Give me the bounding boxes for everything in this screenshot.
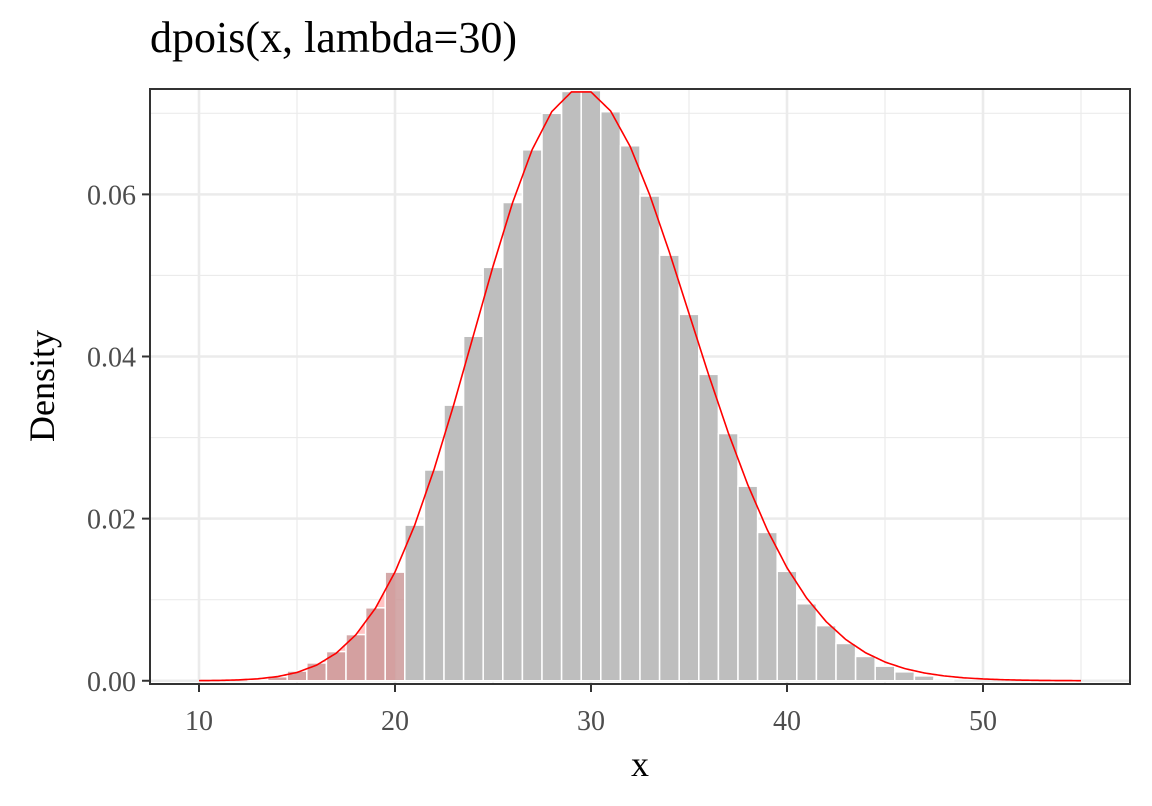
x-tick-label: 20: [381, 706, 409, 737]
histogram-bar: [325, 650, 347, 682]
y-axis-label: Density: [22, 330, 62, 442]
histogram-bar: [717, 432, 739, 682]
plot-panel-border: [149, 88, 1131, 685]
histogram-bar: [678, 313, 700, 682]
histogram-bar: [462, 335, 484, 682]
histogram-bar: [619, 144, 641, 682]
histogram-bar: [521, 149, 543, 682]
y-tick-label: 0.04: [87, 343, 136, 374]
histogram-bar: [658, 254, 680, 682]
x-tick-label: 40: [773, 706, 801, 737]
x-axis-label: x: [631, 744, 649, 784]
y-tick-label: 0.02: [87, 505, 136, 536]
histogram-bar: [423, 469, 445, 682]
histogram-bar: [815, 624, 837, 682]
histogram-bar: [404, 524, 426, 682]
histogram-bar: [384, 571, 406, 682]
histogram-bar: [894, 671, 916, 682]
curve-layer: [198, 91, 1082, 682]
bar-layer: [247, 89, 955, 682]
histogram-bar: [560, 90, 582, 682]
histogram-bar: [541, 112, 563, 682]
y-tick-label: 0.06: [87, 180, 136, 211]
histogram-bar: [835, 642, 857, 682]
x-tick-label: 50: [969, 706, 997, 737]
histogram-bar: [600, 110, 622, 682]
histogram-bar: [796, 602, 818, 682]
histogram-bar: [913, 675, 935, 682]
histogram-bar: [933, 678, 955, 682]
histogram-bar: [502, 201, 524, 682]
histogram-bar: [737, 485, 759, 682]
histogram-bar: [756, 531, 778, 682]
x-tick-label: 10: [185, 706, 213, 737]
histogram-bar: [443, 404, 465, 682]
histogram-bar: [854, 655, 876, 682]
histogram-bar: [639, 195, 661, 682]
histogram-bar: [698, 373, 720, 682]
histogram-bar: [482, 266, 504, 682]
y-tick-label: 0.00: [87, 667, 136, 698]
axis-layer: 10 20 30 40 50 0.00 0.02 0.04 0.06: [87, 180, 997, 737]
dpois-curve: [198, 91, 1082, 682]
histogram-bar: [580, 89, 602, 682]
histogram-bar: [776, 570, 798, 682]
chart-title: dpois(x, lambda=30): [150, 13, 517, 62]
x-tick-label: 30: [577, 706, 605, 737]
histogram-bar: [874, 665, 896, 682]
